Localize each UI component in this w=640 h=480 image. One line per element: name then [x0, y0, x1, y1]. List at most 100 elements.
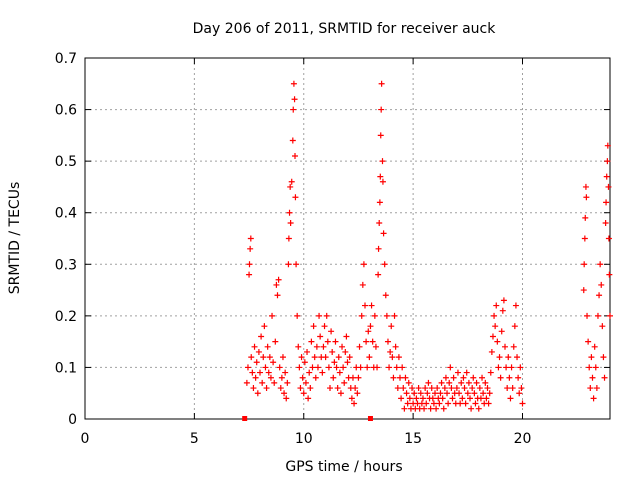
data-point	[261, 323, 268, 330]
data-point	[343, 333, 350, 340]
data-point	[305, 395, 312, 402]
data-point	[499, 307, 506, 314]
data-point	[395, 354, 402, 361]
data-point	[284, 379, 291, 386]
data-point	[288, 178, 295, 185]
data-point	[472, 400, 479, 407]
data-point	[585, 338, 592, 345]
data-point	[449, 395, 456, 402]
data-point	[592, 364, 599, 371]
data-point	[596, 292, 603, 299]
data-point	[250, 385, 257, 392]
data-point	[376, 199, 383, 206]
data-point	[607, 312, 613, 319]
data-point	[311, 354, 318, 361]
data-point	[277, 385, 284, 392]
data-point	[335, 354, 342, 361]
y-axis-label: SRMTID / TECUs	[7, 182, 23, 295]
y-tick-label: 0.3	[55, 257, 77, 273]
data-point	[292, 152, 298, 159]
y-tick-label: 0.2	[55, 309, 77, 325]
data-point	[604, 142, 611, 149]
y-tick-label: 0.1	[55, 360, 77, 376]
data-point	[269, 312, 276, 319]
data-point	[289, 137, 296, 144]
data-point	[468, 405, 475, 412]
x-tick-label: 5	[190, 431, 199, 447]
data-point	[278, 374, 285, 381]
data-point	[324, 338, 331, 345]
data-point	[487, 369, 494, 376]
data-point	[437, 390, 444, 397]
data-point	[362, 302, 368, 309]
data-point	[339, 343, 346, 350]
data-point	[382, 292, 389, 299]
data-point	[394, 385, 401, 392]
data-point	[327, 385, 333, 392]
data-point	[581, 261, 588, 268]
data-point	[287, 220, 294, 227]
data-point	[603, 173, 610, 180]
data-point	[479, 374, 486, 381]
data-point	[352, 385, 359, 392]
data-point	[464, 390, 471, 397]
data-point	[378, 80, 385, 87]
data-point	[423, 400, 430, 407]
data-point	[243, 379, 250, 386]
data-point	[405, 379, 412, 386]
data-point	[259, 379, 266, 386]
data-point	[424, 390, 431, 397]
data-point	[456, 390, 463, 397]
data-point	[281, 390, 288, 397]
data-point	[485, 400, 492, 407]
data-point	[428, 385, 435, 392]
data-point	[383, 312, 390, 319]
data-point	[462, 400, 469, 407]
data-point	[330, 374, 337, 381]
data-point	[375, 245, 382, 252]
data-point	[287, 183, 294, 190]
data-point	[251, 343, 258, 350]
baseline-markers	[242, 416, 373, 421]
data-point	[515, 374, 522, 381]
data-point	[397, 374, 403, 381]
data-point	[583, 194, 590, 201]
data-point	[253, 359, 260, 366]
data-point	[267, 374, 274, 381]
data-point	[392, 343, 399, 350]
data-point	[260, 354, 267, 361]
data-point	[377, 173, 384, 180]
data-point	[279, 354, 286, 361]
data-point	[508, 364, 515, 371]
data-point	[302, 379, 309, 386]
data-point	[312, 374, 319, 381]
data-point	[603, 199, 610, 206]
data-point	[427, 405, 434, 412]
data-point	[272, 338, 279, 345]
data-point	[422, 385, 429, 392]
data-point	[313, 343, 320, 350]
data-point	[355, 374, 362, 381]
data-point	[391, 312, 398, 319]
data-point	[602, 220, 609, 227]
data-point	[374, 364, 381, 371]
data-point	[354, 390, 361, 397]
data-point	[439, 395, 446, 402]
data-point	[348, 395, 355, 402]
data-point	[599, 323, 606, 330]
data-point	[417, 390, 424, 397]
data-point	[434, 385, 441, 392]
data-point	[387, 348, 394, 355]
data-point	[263, 385, 270, 392]
data-point	[512, 302, 519, 309]
data-point	[600, 354, 607, 361]
gridlines	[85, 58, 610, 419]
data-point	[421, 405, 428, 412]
data-point	[590, 395, 597, 402]
data-point	[296, 364, 303, 371]
data-point	[316, 312, 323, 319]
data-point	[314, 364, 321, 371]
data-point	[384, 338, 391, 345]
data-point	[389, 354, 396, 361]
data-point	[292, 194, 299, 201]
